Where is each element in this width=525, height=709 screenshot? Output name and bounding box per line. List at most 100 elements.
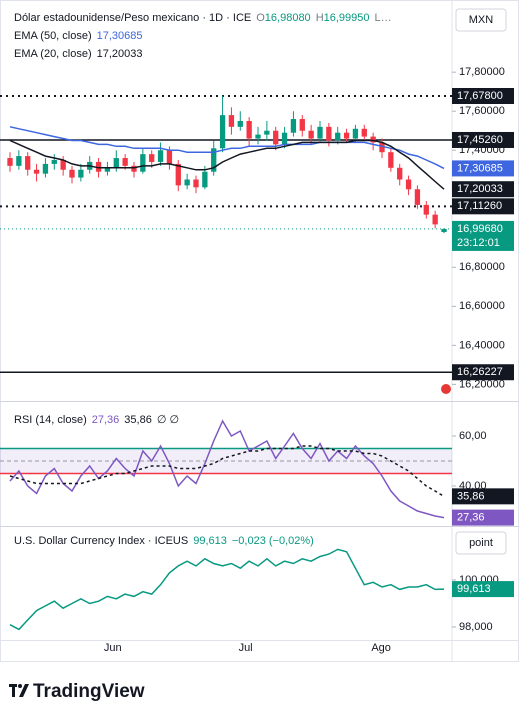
compare-value: 99,613 (193, 535, 227, 547)
candle-body (255, 134, 261, 139)
indicator-legend[interactable]: EMA (50, close) 17,30685 (14, 30, 143, 42)
y-tick-label: 17,60000 (459, 105, 505, 117)
price-tag (452, 581, 514, 598)
candle-body (326, 126, 332, 141)
compare-change: −0,023 (−0,02%) (232, 535, 314, 547)
candle-body (157, 150, 164, 162)
price-tag-label: 35,86 (457, 490, 485, 502)
candle-body (69, 169, 75, 178)
price-tag-label: 17,67800 (457, 90, 503, 102)
candle-body (60, 160, 66, 170)
candle-body (423, 204, 429, 215)
symbol-legend: Dólar estadounidense/Peso mexicano · 1D … (14, 12, 392, 24)
candle-body (370, 136, 376, 143)
candle-body (281, 132, 288, 145)
price-tag (452, 181, 514, 198)
candle-body (95, 161, 102, 172)
price-tag (452, 509, 514, 526)
candle-body (405, 179, 412, 190)
indicator-value: 35,86 (124, 414, 152, 426)
candle-body (42, 163, 49, 174)
price-tag-label: 16,99680 (457, 223, 503, 235)
flag-icon[interactable] (441, 384, 451, 394)
candle-body (299, 119, 305, 131)
price-tag-label: 17,30685 (457, 162, 503, 174)
price-tag-label: 16,26227 (457, 366, 503, 378)
candle-body (113, 158, 119, 168)
candle-body (166, 150, 173, 164)
compare-legend[interactable]: U.S. Dollar Currency Index · ICEUS 99,613… (14, 535, 314, 547)
candle-body (343, 132, 350, 139)
price-tag-label: 27,36 (457, 512, 485, 524)
indicator-name: EMA (20, close) (14, 48, 92, 60)
candle-body (388, 152, 394, 168)
x-tick-label: Jul (239, 642, 253, 654)
y-tick-label: 60,00 (459, 430, 487, 442)
indicator-value: 17,30685 (97, 30, 143, 42)
candle-body (397, 167, 403, 180)
candle-body (335, 132, 341, 141)
countdown: 23:12:01 (457, 237, 500, 249)
frame (0, 0, 519, 662)
ohlc-value: 16,98080 (265, 12, 311, 24)
candle-body (228, 115, 235, 127)
candle-body (78, 169, 84, 178)
candle-body (273, 130, 279, 145)
candle-body (237, 120, 243, 127)
candle-body (211, 148, 217, 172)
y-tick-label: 16,60000 (459, 300, 505, 312)
candle-body (25, 156, 31, 170)
candle-body (352, 128, 359, 139)
indicator-value: 17,20033 (97, 48, 143, 60)
rsi-legend[interactable]: RSI (14, close) 27,36 35,86 ∅ ∅ (14, 414, 179, 426)
scale-button[interactable] (455, 531, 507, 555)
indicator-value: ∅ ∅ (157, 414, 179, 426)
price-tag-label: 99,613 (457, 583, 491, 595)
price-tag-label: 17,20033 (457, 183, 503, 195)
symbol-title: Dólar estadounidense/Peso mexicano · 1D … (14, 12, 251, 24)
candle-body (122, 158, 128, 166)
y-tick-label: 16,80000 (459, 261, 505, 273)
price-tag (452, 364, 514, 381)
candle-body (193, 179, 199, 188)
candle-body (104, 167, 111, 172)
ohlc-key: O (256, 12, 265, 24)
scale-label: point (469, 537, 493, 549)
ema-line (9, 126, 445, 170)
ema-line (9, 139, 445, 190)
price-tag (452, 131, 514, 148)
candle-body (441, 228, 447, 233)
currency-button[interactable] (455, 8, 507, 32)
candle-body (290, 119, 297, 133)
candle-body (246, 120, 252, 139)
candle-body (379, 142, 385, 153)
candle-body (432, 214, 438, 225)
indicator-name: RSI (14, close) (14, 414, 87, 426)
indicator-value: 27,36 (92, 414, 120, 426)
ohlc-key: H (316, 12, 324, 24)
price-tag-label: 17,45260 (457, 134, 503, 146)
candle-body (414, 189, 421, 205)
price-tags: 17,67800 17,45260 17,11260 16,26227 17,30685… (452, 88, 514, 598)
price-tag (452, 160, 514, 177)
indicator-legend[interactable]: EMA (20, close) 17,20033 (14, 48, 143, 60)
currency-label: MXN (469, 14, 494, 26)
series-line (9, 419, 445, 519)
price-tag-label: 17,11260 (457, 200, 502, 212)
y-tick-label: 98,000 (459, 621, 493, 633)
candle-body (51, 160, 57, 164)
candle-body (16, 156, 22, 166)
candle-body (131, 165, 137, 172)
ohlc-key: L… (375, 12, 392, 24)
logo (9, 684, 29, 697)
candle-body (219, 115, 226, 149)
price-tag (452, 220, 514, 251)
series-line (9, 548, 445, 631)
candle-body (175, 163, 181, 186)
candle-body (361, 128, 367, 137)
candle-body (264, 130, 270, 135)
series-line (9, 445, 445, 498)
ohlc-value: 16,99950 (324, 12, 370, 24)
